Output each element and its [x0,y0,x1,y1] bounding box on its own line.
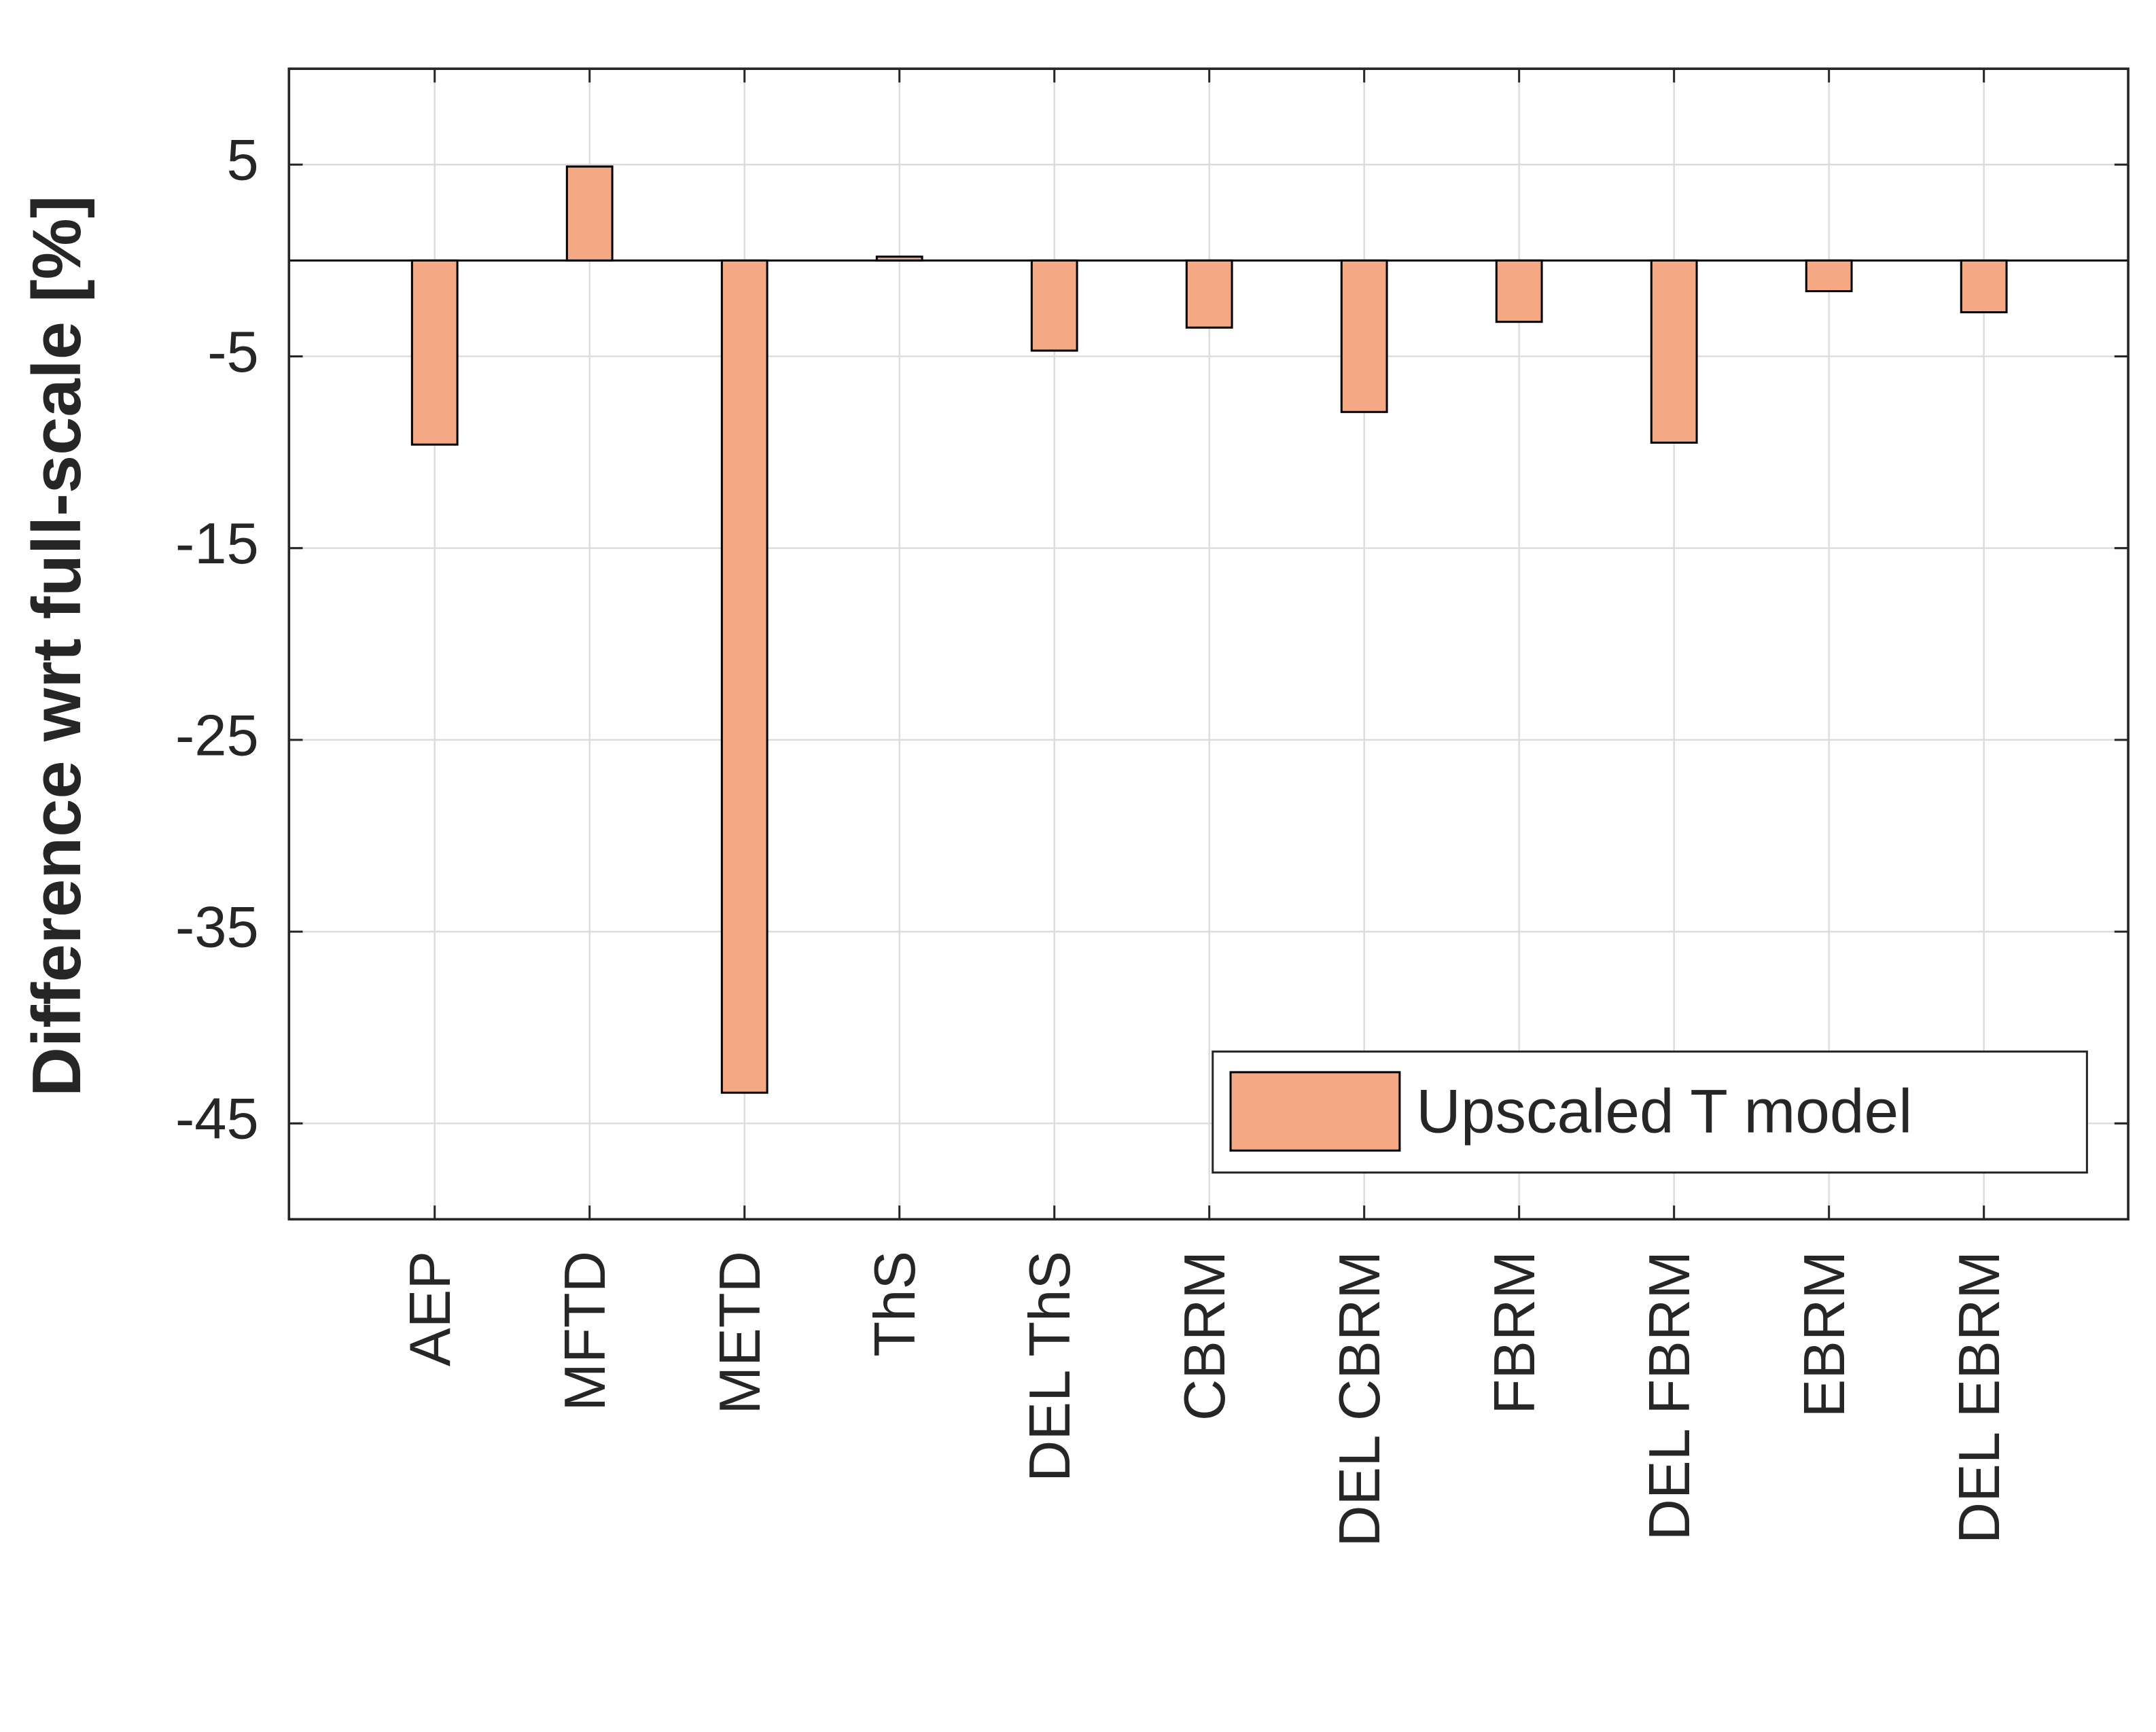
bar [1960,259,2008,314]
x-tick-label: AEP [398,1251,463,1366]
legend-label: Upscaled T model [1416,1078,1912,1146]
x-tick-label: DEL ThS [1018,1251,1082,1482]
bar [1340,259,1388,413]
bar [1030,259,1078,352]
x-tick-label: MFTD [553,1251,618,1411]
y-tick-label: -5 [207,320,259,385]
y-tick-label: 5 [227,128,259,193]
x-tick-label: METD [708,1251,773,1415]
x-tick-label: ThS [863,1251,927,1357]
bar [565,165,614,262]
bar [1185,259,1233,329]
bar [1650,259,1698,444]
x-tick-label: DEL EBRM [1947,1251,2012,1544]
bar [875,255,923,262]
bar [410,259,459,446]
legend-swatch [1229,1071,1401,1152]
y-axis-label: Difference wrt full-scale [%] [18,196,95,1097]
x-tick-label: EBRM [1792,1251,1857,1417]
x-tick-label: DEL FBRM [1638,1251,1702,1540]
x-tick-label: CBRM [1173,1251,1237,1421]
x-tick-label: FBRM [1483,1251,1547,1415]
y-tick-label: -15 [175,512,259,576]
y-tick-label: -35 [175,896,259,960]
axes-box [287,67,2130,1221]
bar [1495,259,1543,323]
x-tick-label: DEL CBRM [1328,1251,1392,1547]
bar [1805,259,1853,293]
y-tick-label: -45 [175,1087,259,1152]
bar [720,259,768,1094]
y-tick-label: -25 [175,703,259,768]
